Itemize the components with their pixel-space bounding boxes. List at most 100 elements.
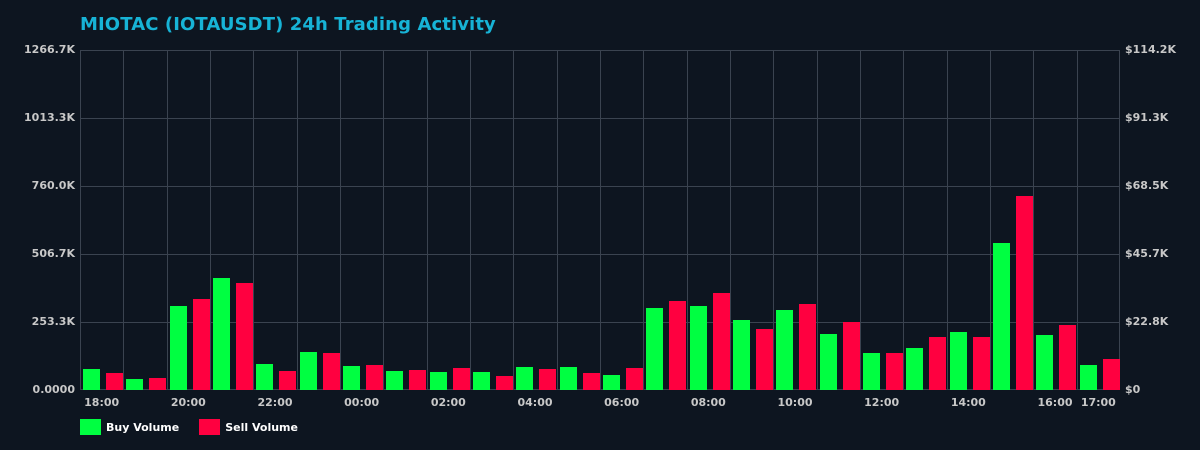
gridline-vertical — [470, 50, 471, 390]
gridline-vertical — [166, 50, 168, 390]
buy-bar[interactable] — [993, 242, 1010, 390]
y-tick-label-right: $0 — [1125, 383, 1141, 396]
sell-bar[interactable] — [799, 304, 817, 390]
x-tick-label: 12:00 — [864, 396, 900, 409]
x-tick-label: 04:00 — [517, 396, 553, 409]
sell-bar[interactable] — [626, 368, 643, 390]
buy-bar[interactable] — [776, 310, 794, 390]
sell-bar[interactable] — [366, 365, 383, 390]
gridline-vertical — [296, 50, 298, 390]
x-tick-label: 10:00 — [777, 396, 813, 409]
legend-item-sell[interactable]: Sell Volume — [199, 419, 298, 435]
sell-bar[interactable] — [669, 300, 687, 390]
gridline-vertical — [210, 50, 211, 390]
gridline-vertical — [946, 50, 948, 390]
x-tick-label: 02:00 — [430, 396, 466, 409]
buy-bar[interactable] — [689, 306, 707, 390]
sell-bar[interactable] — [842, 322, 860, 390]
sell-bar[interactable] — [106, 373, 123, 390]
gridline-vertical — [383, 50, 385, 390]
sell-bar[interactable] — [582, 373, 600, 390]
gridline-vertical — [730, 50, 731, 390]
sell-bar[interactable] — [322, 352, 340, 390]
legend-label-sell: Sell Volume — [225, 420, 298, 434]
y-tick-label-right: $22.8K — [1125, 315, 1169, 328]
sell-bar[interactable] — [236, 282, 253, 390]
buy-bar[interactable] — [83, 369, 100, 390]
chart-title: MIOTAC (IOTAUSDT) 24h Trading Activity — [80, 14, 496, 35]
buy-bar[interactable] — [473, 372, 490, 390]
buy-bar[interactable] — [733, 319, 750, 390]
y-tick-label-right: $91.3K — [1125, 111, 1169, 124]
buy-bar[interactable] — [429, 372, 447, 390]
buy-bar[interactable] — [1079, 365, 1097, 390]
gridline-vertical — [773, 50, 775, 390]
gridline-vertical — [1033, 50, 1035, 390]
x-tick-label: 18:00 — [84, 396, 120, 409]
buy-bar[interactable] — [299, 352, 317, 390]
buy-bar[interactable] — [343, 366, 360, 390]
gridline-vertical — [816, 50, 818, 390]
sell-swatch — [199, 419, 221, 435]
sell-bar[interactable] — [539, 369, 557, 390]
y-tick-label-right: $68.5K — [1125, 179, 1169, 192]
gridline-vertical — [990, 50, 991, 390]
y-tick-label-left: 253.3K — [31, 315, 75, 328]
plot-area — [80, 50, 1120, 390]
x-tick-label: 22:00 — [257, 396, 293, 409]
y-tick-label-left: 506.7K — [31, 247, 75, 260]
buy-bar[interactable] — [169, 306, 187, 390]
gridline-vertical — [253, 50, 255, 390]
sell-bar[interactable] — [1016, 195, 1033, 390]
buy-bar[interactable] — [646, 307, 664, 390]
sell-bar[interactable] — [192, 299, 210, 390]
y-tick-label-left: 0.0000 — [32, 383, 75, 396]
sell-bar[interactable] — [712, 293, 730, 390]
buy-bar[interactable] — [863, 352, 880, 390]
sell-bar[interactable] — [149, 377, 167, 390]
buy-bar[interactable] — [516, 366, 534, 390]
sell-bar[interactable] — [929, 337, 947, 390]
sell-bar[interactable] — [886, 352, 903, 390]
sell-bar[interactable] — [1059, 325, 1077, 390]
x-tick-label: 16:00 — [1037, 396, 1073, 409]
y-tick-label-left: 1013.3K — [24, 111, 75, 124]
gridline-vertical — [903, 50, 905, 390]
buy-bar[interactable] — [126, 379, 144, 390]
gridline-vertical — [860, 50, 861, 390]
legend-item-buy[interactable]: Buy Volume — [80, 419, 179, 435]
x-tick-label: 00:00 — [344, 396, 380, 409]
gridline-vertical — [686, 50, 688, 390]
y-tick-label-left: 760.0K — [31, 179, 75, 192]
buy-bar[interactable] — [906, 348, 924, 390]
gridline-vertical — [513, 50, 515, 390]
x-tick-label: 14:00 — [950, 396, 986, 409]
buy-swatch — [80, 419, 101, 435]
x-tick-label: 06:00 — [604, 396, 640, 409]
buy-bar[interactable] — [603, 374, 620, 390]
gridline-vertical — [426, 50, 428, 390]
legend: Buy Volume Sell Volume — [80, 419, 318, 435]
gridline-vertical — [600, 50, 601, 390]
x-tick-label: 20:00 — [170, 396, 206, 409]
buy-bar[interactable] — [819, 333, 837, 390]
buy-bar[interactable] — [256, 363, 274, 390]
gridline-vertical — [1076, 50, 1078, 390]
sell-bar[interactable] — [972, 337, 990, 390]
sell-bar[interactable] — [452, 368, 470, 390]
sell-bar[interactable] — [1102, 358, 1120, 390]
gridline-vertical — [556, 50, 558, 390]
buy-bar[interactable] — [559, 366, 577, 390]
buy-bar[interactable] — [213, 278, 230, 390]
y-tick-label-right: $114.2K — [1125, 43, 1176, 56]
sell-bar[interactable] — [496, 376, 513, 390]
y-tick-label-left: 1266.7K — [24, 43, 75, 56]
buy-bar[interactable] — [949, 332, 967, 390]
y-tick-label-right: $45.7K — [1125, 247, 1169, 260]
gridline-vertical — [340, 50, 341, 390]
buy-bar[interactable] — [386, 370, 404, 390]
sell-bar[interactable] — [279, 370, 297, 390]
sell-bar[interactable] — [409, 369, 427, 390]
buy-bar[interactable] — [1036, 334, 1054, 390]
sell-bar[interactable] — [756, 329, 773, 390]
